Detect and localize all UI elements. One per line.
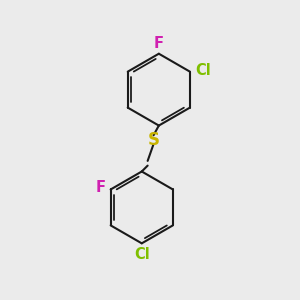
- Text: F: F: [154, 36, 164, 51]
- Text: F: F: [95, 181, 105, 196]
- Text: S: S: [148, 131, 160, 149]
- Text: Cl: Cl: [134, 247, 150, 262]
- Text: Cl: Cl: [195, 63, 211, 78]
